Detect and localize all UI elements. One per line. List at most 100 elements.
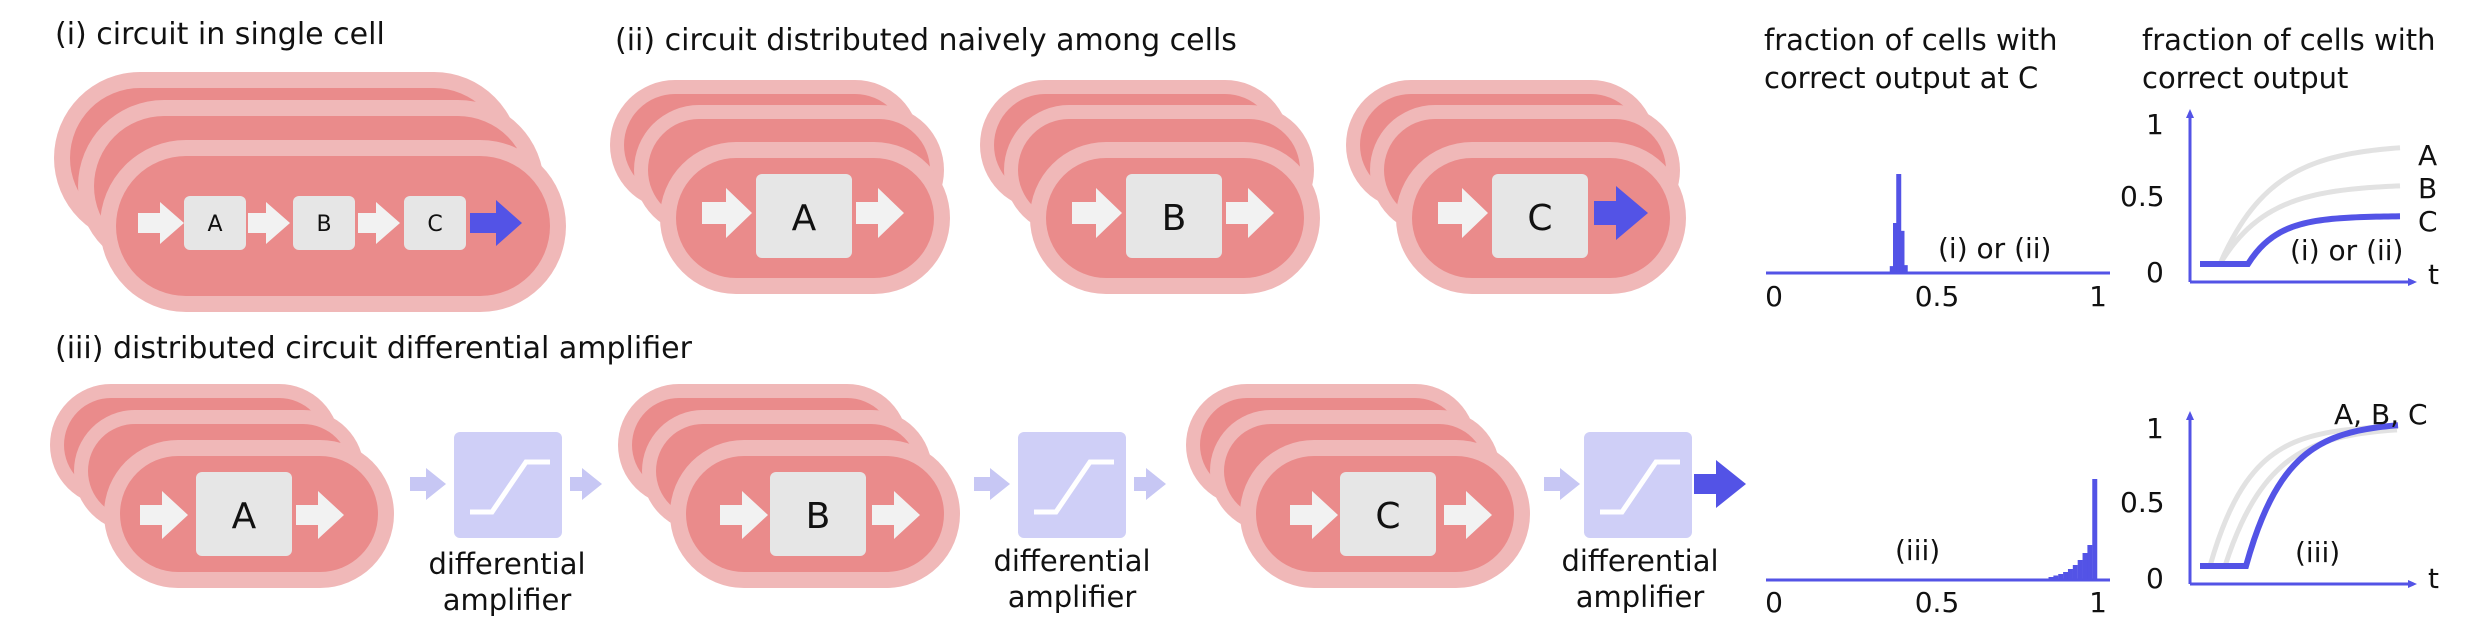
histogram-bottom-tick-0: 0 [1765, 586, 1783, 619]
amp2-label-line1: differential [993, 544, 1150, 578]
amp-input-arrow-b [720, 491, 768, 539]
single-cell-output-arrow [470, 200, 522, 246]
histogram-top-tick-1: 1 [2089, 280, 2107, 313]
amp2-label-line2: amplifier [1008, 580, 1137, 614]
histogram-bottom-bar-3 [2063, 572, 2069, 579]
histogram-bottom-bar-1 [2053, 575, 2059, 579]
curves-bottom-ytick-0: 0 [2146, 562, 2164, 595]
amp1-output-arrow [570, 468, 602, 500]
naive-output-arrow-c [1594, 186, 1648, 240]
histogram-bottom: (iii) 0 0.5 1 [1765, 479, 2110, 619]
single-cell-arrows [138, 202, 400, 244]
histogram-top-bar-0 [1889, 266, 1895, 272]
histogram-bottom-bar-7 [2082, 553, 2088, 579]
curves-top-annotation: (i) or (ii) [2290, 234, 2403, 267]
amp1-label-line1: differential [428, 547, 585, 581]
curves-bottom-ytick-05: 0.5 [2120, 486, 2165, 519]
histogram-bottom-tick-05: 0.5 [1915, 586, 1960, 619]
single-cell-node-a: A [184, 196, 246, 250]
curves-bottom: 1 0.5 0 t A, B, C (iii) [2120, 398, 2439, 595]
amp-node-a: A [196, 472, 292, 556]
histogram-top-bar-2 [1896, 174, 1902, 272]
curves-top: fraction of cells with correct output 1 … [2120, 23, 2439, 291]
svg-text:C: C [427, 212, 442, 237]
amp-node-c: C [1340, 472, 1436, 556]
single-cell-node-b: B [293, 196, 355, 250]
svg-text:B: B [806, 496, 831, 537]
histogram-top-tick-05: 0.5 [1915, 280, 1960, 313]
title-single-cell: (i) circuit in single cell [55, 17, 385, 52]
histogram-bottom-bars [2048, 479, 2098, 579]
curves-bottom-annotation: (iii) [2295, 536, 2340, 569]
curve-top-b [2200, 183, 2401, 267]
histogram-top-bar-3 [1899, 230, 1905, 272]
histogram-top-bars [1889, 174, 1908, 272]
curves-title-line1: fraction of cells with [2142, 23, 2436, 57]
amp-output-arrow-c [1444, 491, 1492, 539]
amp-output-arrow-b [872, 491, 920, 539]
curves-bottom-xlabel: t [2428, 562, 2439, 595]
naive-output-arrow-b [1226, 188, 1274, 238]
curves-top-label-b: B [2418, 172, 2437, 205]
amp3-label-line2: amplifier [1576, 580, 1705, 614]
histogram-bottom-bar-0 [2048, 577, 2054, 579]
curve-bottom-abc [2200, 422, 2399, 569]
svg-text:C: C [1375, 496, 1400, 537]
histogram-top-annotation: (i) or (ii) [1938, 232, 2051, 265]
amp3-label-line1: differential [1561, 544, 1718, 578]
histogram-bottom-tick-1: 1 [2089, 586, 2107, 619]
amp3-output-arrow [1694, 460, 1746, 508]
svg-text:A: A [232, 496, 257, 537]
curves-bottom-series-label: A, B, C [2334, 398, 2428, 431]
histogram-top-bar-4 [1902, 265, 1908, 272]
naive-input-arrow-a [702, 188, 752, 238]
curves-top-ytick-05: 0.5 [2120, 180, 2165, 213]
amp2-input-arrow [974, 468, 1010, 500]
amp-node-b: B [770, 472, 866, 556]
curves-top-label-a: A [2418, 139, 2437, 172]
amp1-input-arrow [410, 468, 446, 500]
amp1-label-line2: amplifier [443, 583, 572, 617]
histogram-bottom-bar-8 [2087, 545, 2093, 579]
amp-output-arrow-a [296, 491, 344, 539]
amp2-output-arrow [1134, 468, 1166, 500]
histogram-bottom-bar-6 [2077, 560, 2083, 579]
curves-top-label-c: C [2418, 205, 2438, 238]
naive-input-arrow-b [1072, 188, 1122, 238]
histogram-top: fraction of cells with correct output at… [1764, 23, 2110, 313]
histogram-bottom-bar-2 [2058, 574, 2064, 579]
differential-amplifier-1 [454, 432, 562, 538]
title-distributed-amplifier: (iii) distributed circuit differential a… [55, 331, 693, 366]
svg-text:C: C [1527, 198, 1552, 239]
naive-node-a: A [756, 174, 852, 258]
histogram-bottom-annotation: (iii) [1895, 534, 1940, 567]
single-cell-stack [54, 72, 566, 312]
svg-text:A: A [792, 198, 817, 239]
curves-bottom-ytick-1: 1 [2146, 412, 2164, 445]
svg-text:B: B [1162, 198, 1187, 239]
histogram-title-line1: fraction of cells with [1764, 23, 2058, 57]
title-naive-distribution: (ii) circuit distributed naively among c… [615, 23, 1237, 58]
curves-title-line2: correct output [2142, 61, 2348, 95]
naive-node-c: C [1492, 174, 1588, 258]
naive-node-b: B [1126, 174, 1222, 258]
single-cell-node-c: C [404, 196, 466, 250]
amp3-input-arrow [1544, 468, 1580, 500]
differential-amplifier-2 [1018, 432, 1126, 538]
naive-output-arrow-a [856, 188, 904, 238]
curves-top-xlabel: t [2428, 258, 2439, 291]
histogram-title-line2: correct output at C [1764, 61, 2038, 95]
curves-top-ytick-1: 1 [2146, 108, 2164, 141]
curves-top-ytick-0: 0 [2146, 256, 2164, 289]
svg-text:A: A [207, 212, 222, 237]
naive-input-arrow-c [1438, 188, 1488, 238]
histogram-top-bar-1 [1893, 223, 1898, 272]
svg-text:B: B [316, 212, 331, 237]
histogram-bottom-bar-5 [2072, 565, 2078, 579]
curve-top-c [2200, 213, 2401, 267]
amp-input-arrow-c [1290, 491, 1338, 539]
differential-amplifier-3 [1584, 432, 1692, 538]
histogram-bottom-bar-4 [2067, 569, 2073, 579]
histogram-top-tick-0: 0 [1765, 280, 1783, 313]
